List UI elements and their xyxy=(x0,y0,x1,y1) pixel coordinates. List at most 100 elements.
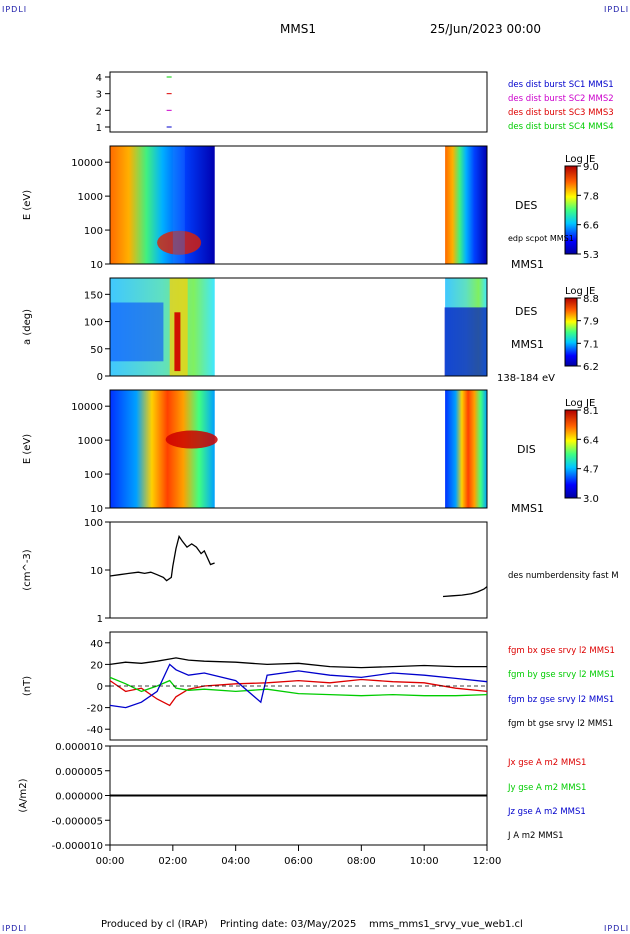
y-axis-label: (A/m2) xyxy=(18,778,29,812)
legend-entry: des numberdensity fast M xyxy=(508,571,619,581)
y-tick-label: 100 xyxy=(84,226,103,237)
y-tick-label: 50 xyxy=(90,345,103,356)
legend-entry: fgm bz gse srvy l2 MMS1 xyxy=(508,695,614,705)
y-tick-label: 100 xyxy=(84,318,103,329)
legend-entry: Jx gse A m2 MMS1 xyxy=(507,758,586,768)
series-line xyxy=(109,663,488,709)
y-tick-label: 10000 xyxy=(71,402,103,413)
colorbar xyxy=(564,165,578,255)
y-axis-label: (cm^-3) xyxy=(22,549,33,590)
x-tick-label: 12:00 xyxy=(473,856,502,867)
series-line xyxy=(109,657,487,669)
y-tick-label: 1000 xyxy=(78,192,103,203)
y-tick-label: 0.000005 xyxy=(55,767,103,778)
spectrogram-block xyxy=(445,146,487,264)
x-tick-label: 10:00 xyxy=(410,856,439,867)
colorbar-title: Log JE xyxy=(565,398,595,409)
right-label: DES xyxy=(515,199,537,212)
y-tick-label: 100 xyxy=(84,470,103,481)
legend-entry: Jy gse A m2 MMS1 xyxy=(507,783,586,793)
colorbar-title: Log JE xyxy=(565,154,595,165)
right-label: MMS1 xyxy=(511,502,544,515)
x-tick-label: 06:00 xyxy=(284,856,313,867)
y-tick-label: 10 xyxy=(90,260,103,271)
y-tick-label: 10000 xyxy=(71,158,103,169)
y-tick-label: -0.000005 xyxy=(52,816,103,827)
y-tick-label: 1000 xyxy=(78,436,103,447)
footer-printing-date: Printing date: 03/May/2025 xyxy=(220,919,357,930)
y-tick-label: 4 xyxy=(96,73,102,84)
spectrogram-frame xyxy=(109,389,488,509)
colorbar-tick-label: 6.4 xyxy=(583,435,599,446)
x-tick-label: 04:00 xyxy=(221,856,250,867)
y-axis-label: E (eV) xyxy=(22,434,33,464)
legend-entry: des dist burst SC1 MMS1 xyxy=(508,80,614,90)
colorbar-tick-label: 8.8 xyxy=(583,294,599,305)
legend-entry: des dist burst SC3 MMS3 xyxy=(508,108,614,118)
y-tick-label: 20 xyxy=(90,660,103,671)
y-tick-label: 0.000010 xyxy=(55,742,103,753)
legend-entry: J A m2 MMS1 xyxy=(507,831,564,841)
colorbar-tick-label: 4.7 xyxy=(583,465,599,476)
dis-hot-spot xyxy=(165,430,218,449)
colorbar xyxy=(564,297,578,367)
right-label: DIS xyxy=(517,443,536,456)
right-label: edp scpot MMS1 xyxy=(508,234,574,243)
des-energy-band xyxy=(172,146,185,264)
y-tick-label: 10 xyxy=(90,566,103,577)
colorbar-tick-label: 3.0 xyxy=(583,494,599,505)
legend-entry: fgm bx gse srvy l2 MMS1 xyxy=(508,646,615,656)
legend-entry: fgm by gse srvy l2 MMS1 xyxy=(508,670,615,680)
colorbar-tick-label: 5.3 xyxy=(583,250,599,261)
pa-low-region xyxy=(444,307,487,376)
y-axis-label: E (eV) xyxy=(22,190,33,220)
x-tick-label: 08:00 xyxy=(347,856,376,867)
y-axis-label: (nT) xyxy=(22,676,33,696)
right-label: DES xyxy=(515,305,537,318)
y-tick-label: 0.000000 xyxy=(55,792,103,803)
spectrogram-frame xyxy=(109,145,488,265)
pa-hot-spot xyxy=(174,312,181,372)
corner-label-bottom-left: IPDLI xyxy=(2,924,28,933)
pa-low-region xyxy=(110,302,164,362)
colorbar xyxy=(564,409,578,499)
colorbar-tick-label: 7.8 xyxy=(583,191,599,202)
colorbar-tick-label: 6.6 xyxy=(583,221,599,232)
colorbar-title: Log JE xyxy=(565,286,595,297)
corner-label-top-right: IPDLI xyxy=(604,5,630,14)
spectrogram-frame xyxy=(109,277,488,377)
burst-panel-frame xyxy=(109,71,488,133)
date-title: 25/Jun/2023 00:00 xyxy=(430,22,542,36)
y-tick-label: -0.000010 xyxy=(52,841,103,852)
legend-entry: des dist burst SC2 MMS2 xyxy=(508,94,614,104)
series-line xyxy=(109,676,488,697)
colorbar-tick-label: 6.2 xyxy=(583,362,599,373)
y-tick-label: 0 xyxy=(97,372,103,383)
spacecraft-title: MMS1 xyxy=(280,22,316,36)
right-label: MMS1 xyxy=(511,338,544,351)
x-tick-label: 00:00 xyxy=(96,856,125,867)
y-axis-label: a (deg) xyxy=(22,309,33,345)
y-tick-label: 1 xyxy=(97,614,103,625)
line-panel-frame xyxy=(109,521,488,619)
y-tick-label: 2 xyxy=(96,106,102,117)
legend-entry: des dist burst SC4 MMS4 xyxy=(508,122,614,132)
legend-entry: fgm bt gse srvy l2 MMS1 xyxy=(508,719,613,729)
right-label: 138-184 eV xyxy=(497,373,555,384)
series-line xyxy=(109,534,215,582)
series-line xyxy=(442,586,488,598)
legend-entry: Jz gse A m2 MMS1 xyxy=(507,807,586,817)
spectrogram-block xyxy=(445,390,487,508)
y-tick-label: 0 xyxy=(97,682,103,693)
right-label: MMS1 xyxy=(511,258,544,271)
y-tick-label: 100 xyxy=(84,518,103,529)
spectrogram-block xyxy=(110,390,215,508)
colorbar-tick-label: 7.1 xyxy=(583,339,599,350)
y-tick-label: 1 xyxy=(96,123,102,134)
y-tick-label: -20 xyxy=(87,704,103,715)
footer-filename: mms_mms1_srvy_vue_web1.cl xyxy=(369,919,523,930)
x-tick-label: 02:00 xyxy=(158,856,187,867)
des-energy-hot-spot xyxy=(157,230,202,255)
y-tick-label: -40 xyxy=(87,725,103,736)
